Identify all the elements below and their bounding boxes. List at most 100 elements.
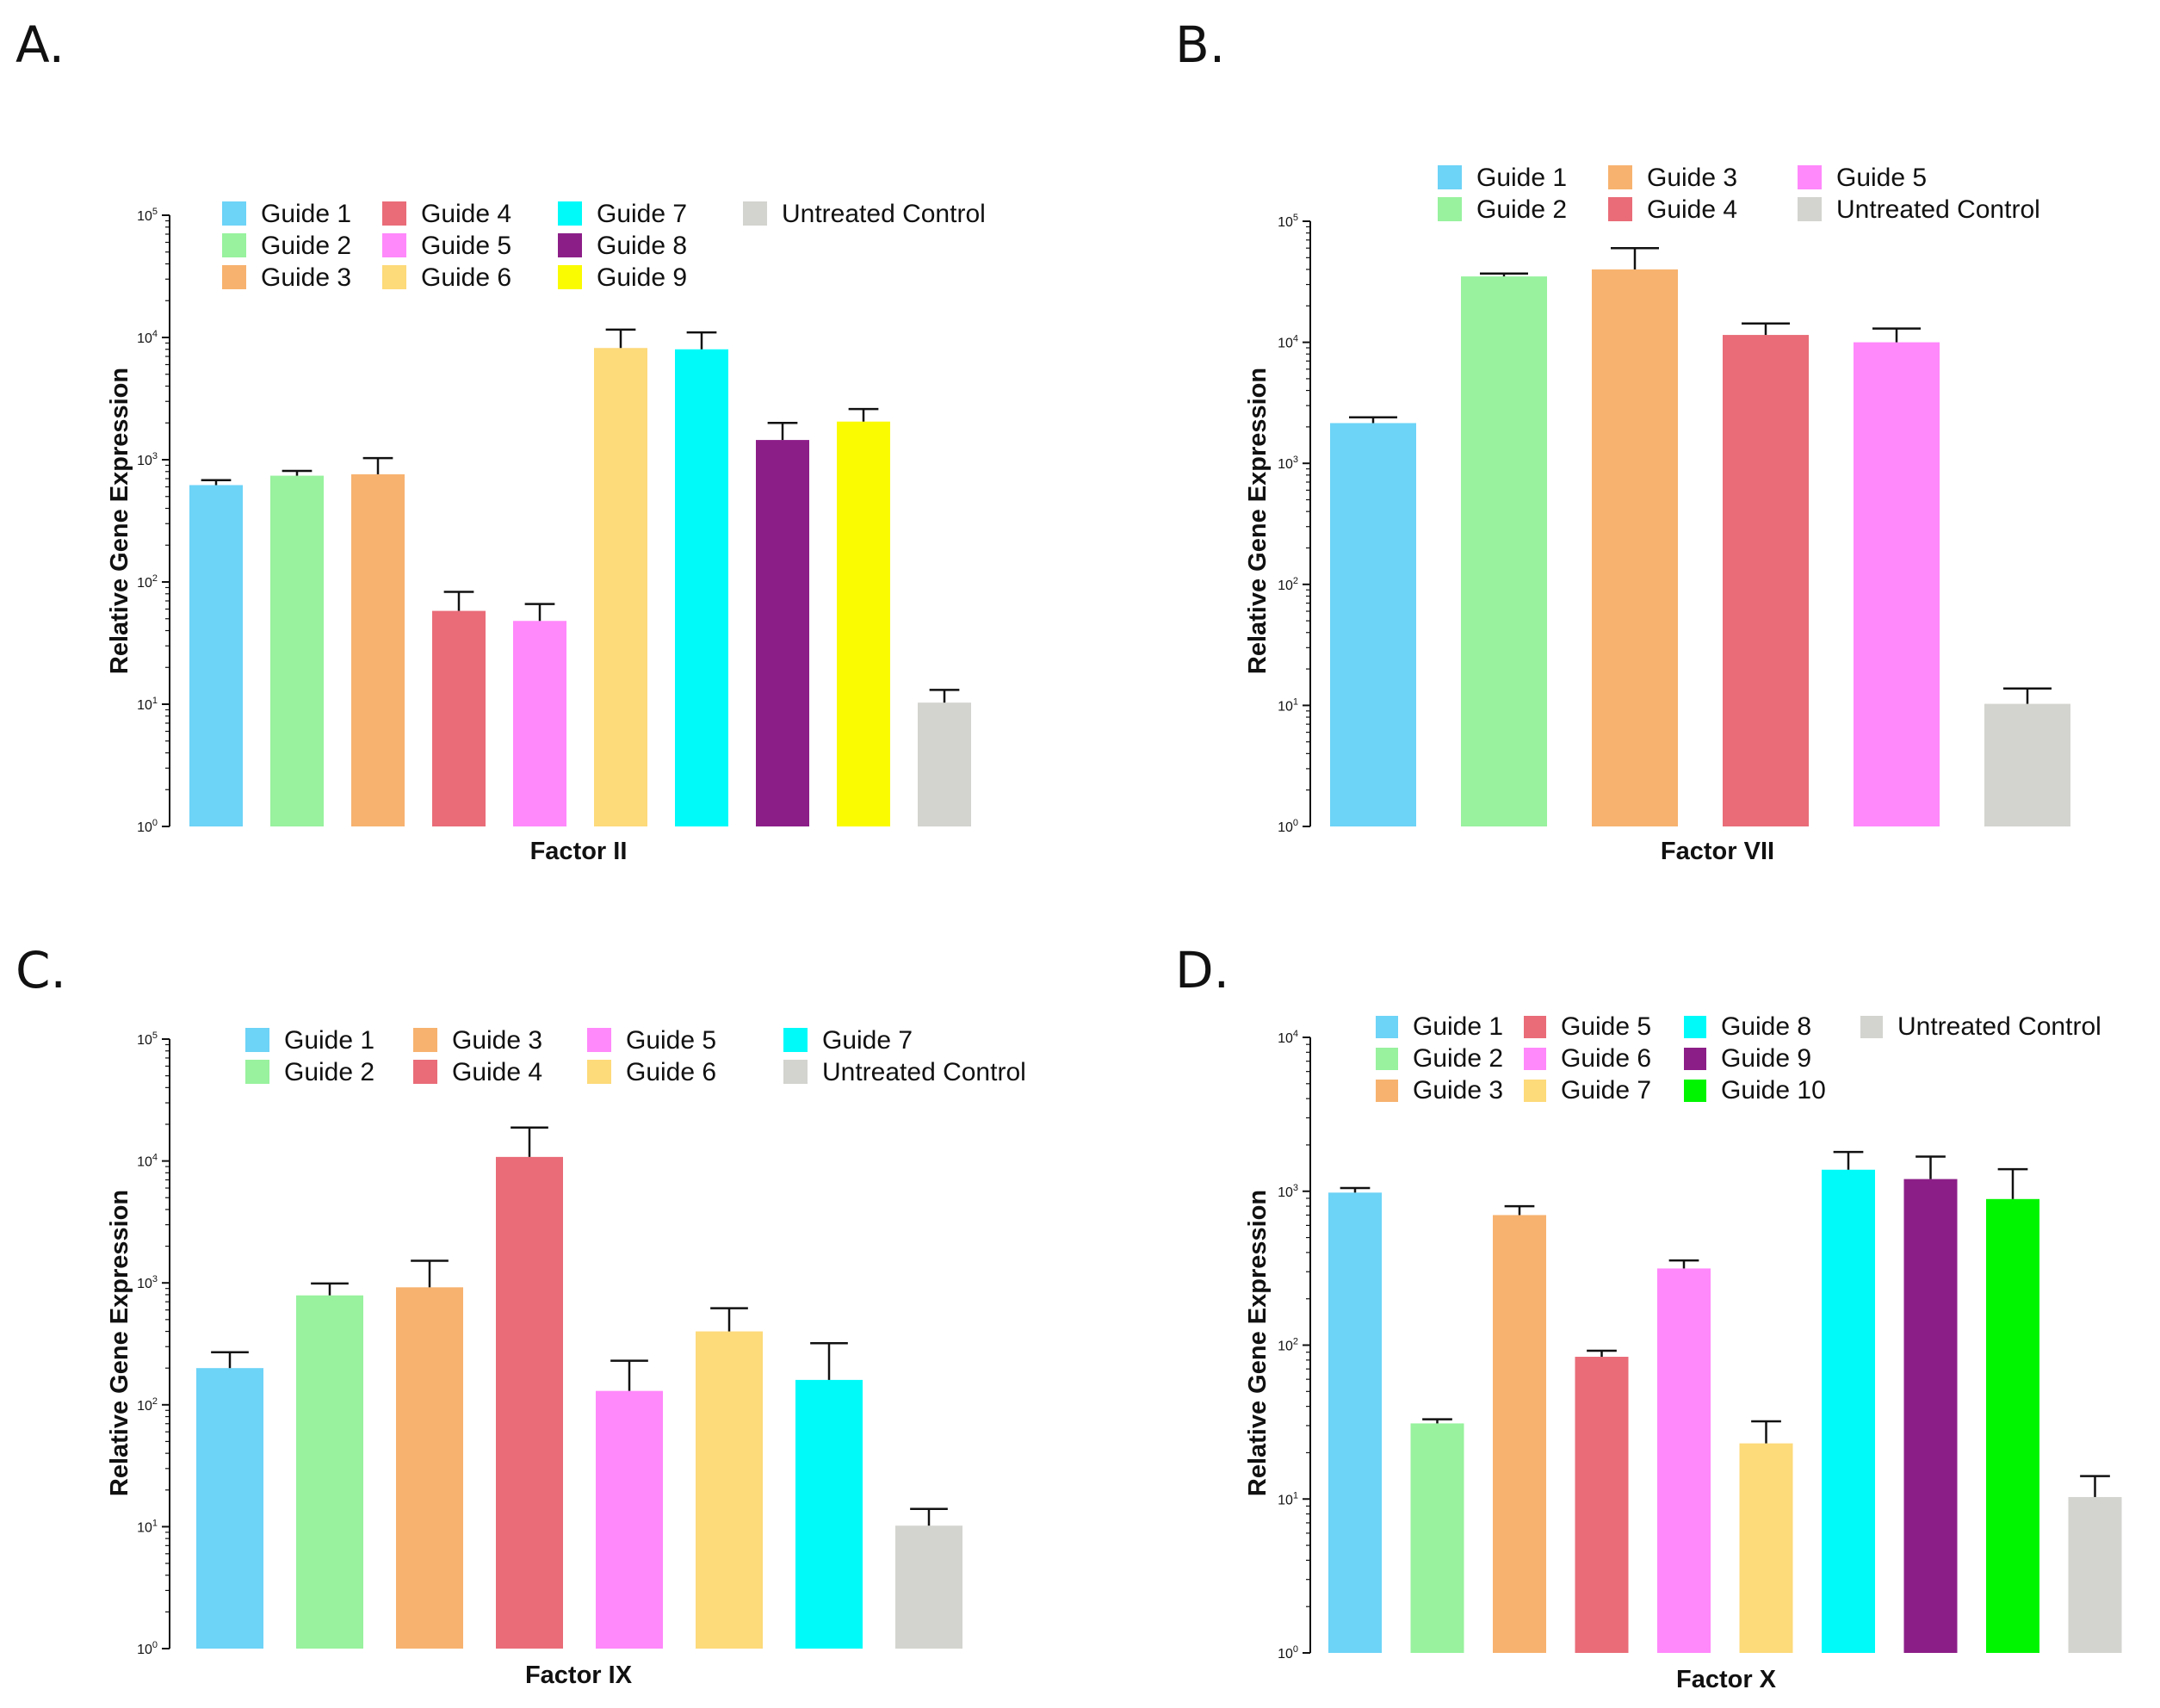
legend-label: Guide 7	[597, 200, 687, 228]
bar-guide-6	[1657, 1268, 1711, 1653]
panel-letter: B.	[1175, 15, 1225, 74]
legend-label: Guide 5	[1561, 1012, 1651, 1041]
legend-label: Guide 4	[1647, 195, 1737, 224]
legend-swatch	[222, 201, 246, 226]
y-axis-label: Relative Gene Expression	[1244, 1190, 1272, 1496]
panel-letter: D.	[1175, 941, 1229, 999]
legend-label: Guide 1	[1413, 1012, 1503, 1041]
legend-swatch	[1608, 197, 1632, 221]
legend-swatch	[413, 1028, 437, 1052]
bar-guide-5	[513, 621, 566, 826]
panel-letter: C.	[15, 941, 66, 999]
y-tick-label: 105	[137, 1030, 158, 1048]
legend-label: Guide 6	[421, 263, 511, 292]
legend: Guide 1 Guide 5 Guide 8 Untreated Control Gu…	[1376, 1012, 2101, 1105]
legend-label: Guide 6	[1561, 1044, 1651, 1073]
bar-guide-4	[496, 1156, 563, 1649]
legend-swatch	[1376, 1048, 1398, 1070]
y-tick-label: 102	[1278, 576, 1298, 593]
x-axis-label: Factor VII	[1661, 838, 1774, 865]
legend-swatch	[558, 201, 582, 226]
y-tick-label: 104	[1278, 1029, 1298, 1046]
legend-swatch	[1438, 165, 1462, 189]
legend-swatch	[1524, 1016, 1546, 1038]
bar-guide-3	[1592, 269, 1678, 826]
legend: Guide 1 Guide 3 Guide 5 Guide 2 Guide 4 Untre…	[1438, 164, 2040, 224]
chart-panel-a: A. 100 101 102 103 104 105 Relative Gene Expres…	[15, 15, 986, 865]
legend-swatch	[413, 1060, 437, 1084]
bar-guide-10	[1986, 1198, 2039, 1653]
legend-swatch	[1684, 1048, 1706, 1070]
legend-label: Guide 3	[452, 1026, 542, 1055]
legend-swatch	[382, 201, 406, 226]
bar-untreated-control	[2068, 1496, 2122, 1653]
y-tick-label: 105	[1278, 213, 1298, 230]
bar-guide-1	[1328, 1192, 1382, 1653]
legend-swatch	[1376, 1080, 1398, 1102]
bar-untreated-control	[1984, 703, 2070, 826]
y-tick-label: 102	[137, 1396, 158, 1414]
y-axis-label: Relative Gene Expression	[106, 368, 133, 674]
legend-swatch	[222, 265, 246, 289]
bar-guide-2	[1461, 276, 1547, 827]
bar-guide-1	[189, 485, 243, 826]
legend-swatch	[587, 1028, 611, 1052]
legend-swatch	[222, 233, 246, 257]
legend-label: Untreated Control	[1836, 195, 2040, 224]
y-tick-label: 104	[137, 329, 158, 346]
legend-swatch	[1798, 165, 1822, 189]
legend-label: Guide 2	[284, 1058, 374, 1086]
bar-guide-4	[1723, 335, 1809, 826]
legend-label: Guide 8	[1721, 1012, 1811, 1041]
y-tick-label: 103	[137, 1274, 158, 1291]
chart-panel-b: B. 100 101 102 103 104 105 Relative Gene Expres…	[1175, 15, 2070, 865]
legend-swatch	[1684, 1016, 1706, 1038]
y-tick-label: 101	[137, 1518, 158, 1535]
legend-label: Guide 3	[1413, 1076, 1503, 1105]
y-tick-label: 100	[1278, 818, 1298, 835]
bar-guide-3	[396, 1287, 463, 1649]
y-tick-label: 103	[1278, 1183, 1298, 1200]
legend-label: Guide 7	[1561, 1076, 1651, 1105]
bar-guide-1	[196, 1368, 263, 1649]
bar-guide-7	[1739, 1443, 1793, 1653]
bar-guide-1	[1330, 423, 1416, 826]
y-tick-label: 104	[1278, 334, 1298, 351]
bar-guide-9	[1903, 1179, 1958, 1653]
legend-label: Guide 2	[1476, 195, 1567, 224]
legend-swatch	[783, 1060, 808, 1084]
legend-swatch	[1684, 1080, 1706, 1102]
bar-guide-5	[1575, 1357, 1629, 1653]
legend-swatch	[1438, 197, 1462, 221]
bar-guide-8	[1822, 1169, 1875, 1653]
bar-guide-8	[756, 440, 809, 826]
legend-label: Guide 8	[597, 232, 687, 260]
panel-letter: A.	[15, 15, 65, 74]
legend-label: Guide 4	[452, 1058, 542, 1086]
bar-guide-3	[1493, 1215, 1546, 1653]
chart-panel-d: D. 100 101 102 103 104 Relative Gene Expressio…	[1175, 941, 2122, 1693]
y-tick-label: 105	[137, 207, 158, 224]
legend-label: Untreated Control	[822, 1058, 1026, 1086]
legend-label: Guide 10	[1721, 1076, 1826, 1105]
y-tick-label: 102	[1278, 1337, 1298, 1354]
y-tick-label: 100	[137, 818, 158, 835]
legend-label: Guide 5	[1836, 164, 1927, 192]
legend-swatch	[1376, 1016, 1398, 1038]
legend-label: Untreated Control	[1897, 1012, 2101, 1041]
legend-swatch	[558, 233, 582, 257]
bar-untreated-control	[895, 1525, 962, 1649]
bar-guide-6	[696, 1331, 763, 1649]
legend-label: Guide 9	[1721, 1044, 1811, 1073]
y-axis-label: Relative Gene Expression	[1244, 368, 1272, 674]
bar-guide-2	[296, 1295, 363, 1649]
legend-swatch	[1608, 165, 1632, 189]
bar-guide-7	[675, 349, 728, 826]
legend-swatch	[743, 201, 767, 226]
bar-guide-4	[432, 610, 486, 826]
legend: Guide 1 Guide 3 Guide 5 Guide 7 Guide 2 Guide…	[245, 1026, 1026, 1086]
legend-label: Guide 1	[284, 1026, 374, 1055]
legend-label: Guide 3	[1647, 164, 1737, 192]
y-tick-label: 101	[1278, 696, 1298, 714]
legend-swatch	[783, 1028, 808, 1052]
